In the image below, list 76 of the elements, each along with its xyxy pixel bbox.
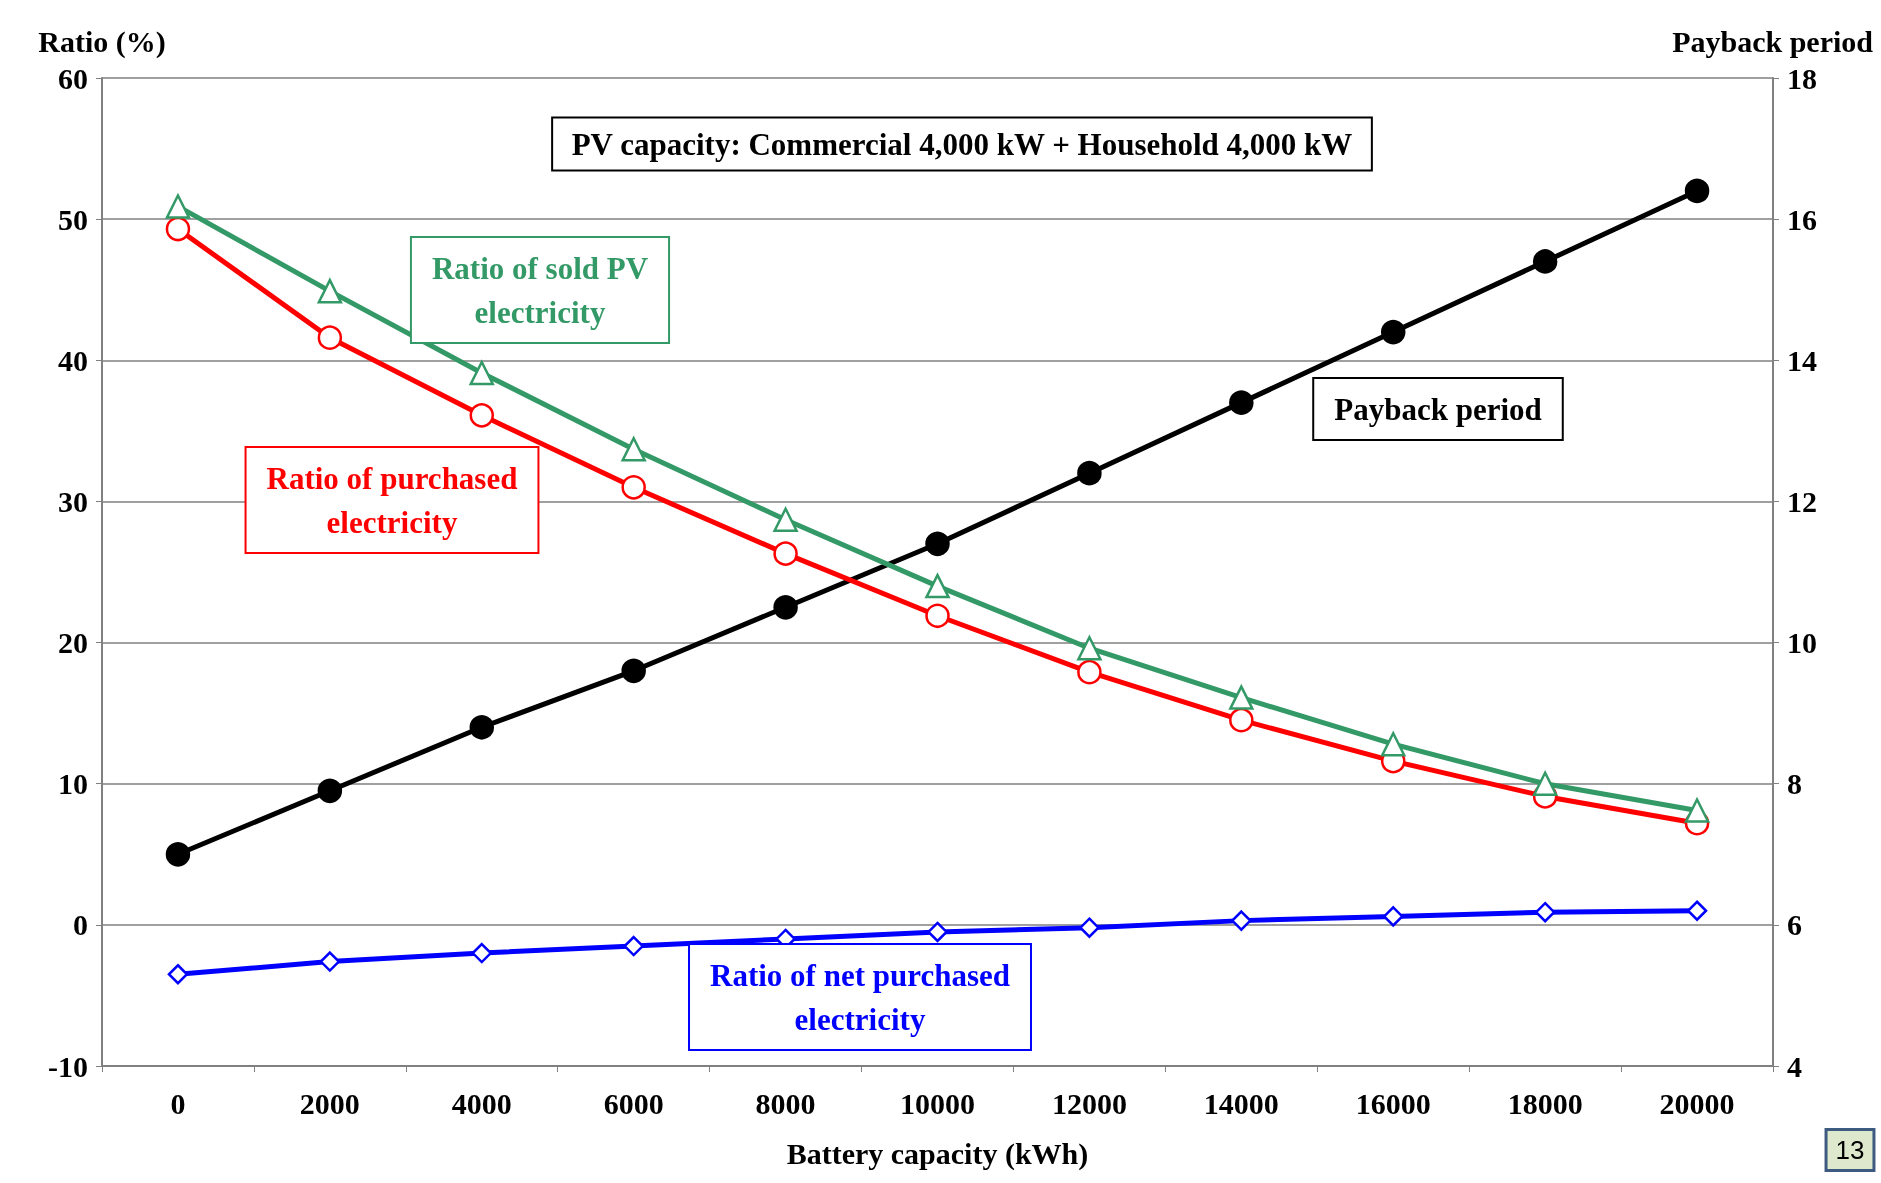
point — [927, 921, 948, 943]
x-tick-label: 14000 — [1203, 1086, 1279, 1120]
point — [469, 403, 495, 428]
point — [165, 842, 191, 867]
point — [469, 360, 495, 386]
point — [623, 935, 644, 957]
series-label: Ratio of sold PV electricity — [431, 250, 649, 330]
x-tick-label: 6000 — [603, 1086, 664, 1120]
point — [621, 436, 646, 462]
point — [1079, 917, 1100, 938]
y-tick-label: 30 — [58, 484, 88, 518]
x-tick-label: 12000 — [1051, 1086, 1127, 1120]
series-label: Payback period — [1334, 391, 1542, 427]
annotation: PV capacity: Commercial 4,000 kW + Household 4,000 kW — [571, 126, 1353, 162]
y-tick-label: 60 — [58, 61, 88, 95]
x-tick-label: 4000 — [451, 1086, 512, 1120]
series-label: Ratio of net purchased electricity — [710, 957, 1010, 1037]
y2-tick-label: 10 — [1787, 626, 1817, 660]
y2-tick-label: 8 — [1787, 767, 1802, 801]
point — [773, 507, 798, 533]
point — [925, 531, 950, 557]
point — [1380, 731, 1406, 757]
point — [1532, 771, 1558, 796]
y2-tick-label: 16 — [1787, 202, 1817, 236]
point — [925, 573, 950, 599]
y-tick-label: 50 — [58, 202, 88, 236]
y2-tick-label: 12 — [1787, 484, 1817, 518]
point — [317, 325, 343, 350]
series-label: Ratio of purchased electricity — [266, 460, 518, 540]
point — [1229, 685, 1254, 710]
x-tick-label: 18000 — [1507, 1086, 1583, 1120]
point — [317, 778, 343, 804]
y2-tick-label: 6 — [1787, 908, 1802, 942]
y-axis-title: Ratio (%) — [38, 24, 166, 59]
point — [1684, 178, 1710, 204]
y-tick-label: 10 — [58, 767, 88, 801]
x-tick-label: 8000 — [755, 1086, 816, 1120]
x-tick-label: 10000 — [900, 1086, 975, 1120]
point — [1382, 906, 1404, 927]
point — [1381, 319, 1406, 345]
point — [471, 942, 493, 964]
y-tick-label: 40 — [58, 343, 88, 377]
point — [1077, 659, 1102, 685]
point — [1229, 390, 1254, 415]
point — [1684, 798, 1710, 823]
point — [1077, 460, 1102, 486]
text: 13 — [1835, 1135, 1865, 1165]
y2-tick-label: 4 — [1787, 1049, 1802, 1083]
point — [1231, 910, 1252, 931]
point — [773, 595, 798, 620]
y2-tick-label: 14 — [1787, 343, 1817, 377]
x-axis-title: Battery capacity (kWh) — [786, 1136, 1089, 1171]
point — [469, 715, 495, 740]
y2-tick-label: 18 — [1787, 61, 1817, 95]
point — [319, 951, 341, 972]
point — [165, 216, 191, 242]
point — [1229, 707, 1254, 733]
y-tick-label: 20 — [58, 626, 88, 660]
x-tick-label: 16000 — [1355, 1086, 1431, 1120]
point — [1532, 249, 1558, 274]
point — [165, 194, 191, 219]
point — [621, 475, 646, 500]
point — [621, 658, 646, 684]
x-tick-label: 2000 — [299, 1086, 360, 1120]
y-tick-label: 0 — [73, 908, 88, 942]
point — [317, 278, 343, 304]
point — [1077, 635, 1102, 661]
x-tick-label: 0 — [170, 1086, 186, 1120]
x-tick-label: 20000 — [1659, 1086, 1735, 1120]
point — [167, 964, 189, 985]
point — [1686, 900, 1708, 921]
point — [1534, 901, 1556, 923]
y-tick-label: -10 — [48, 1049, 88, 1083]
point — [925, 603, 950, 628]
y2-axis-title: Payback period — [1672, 24, 1874, 58]
point — [773, 541, 798, 566]
